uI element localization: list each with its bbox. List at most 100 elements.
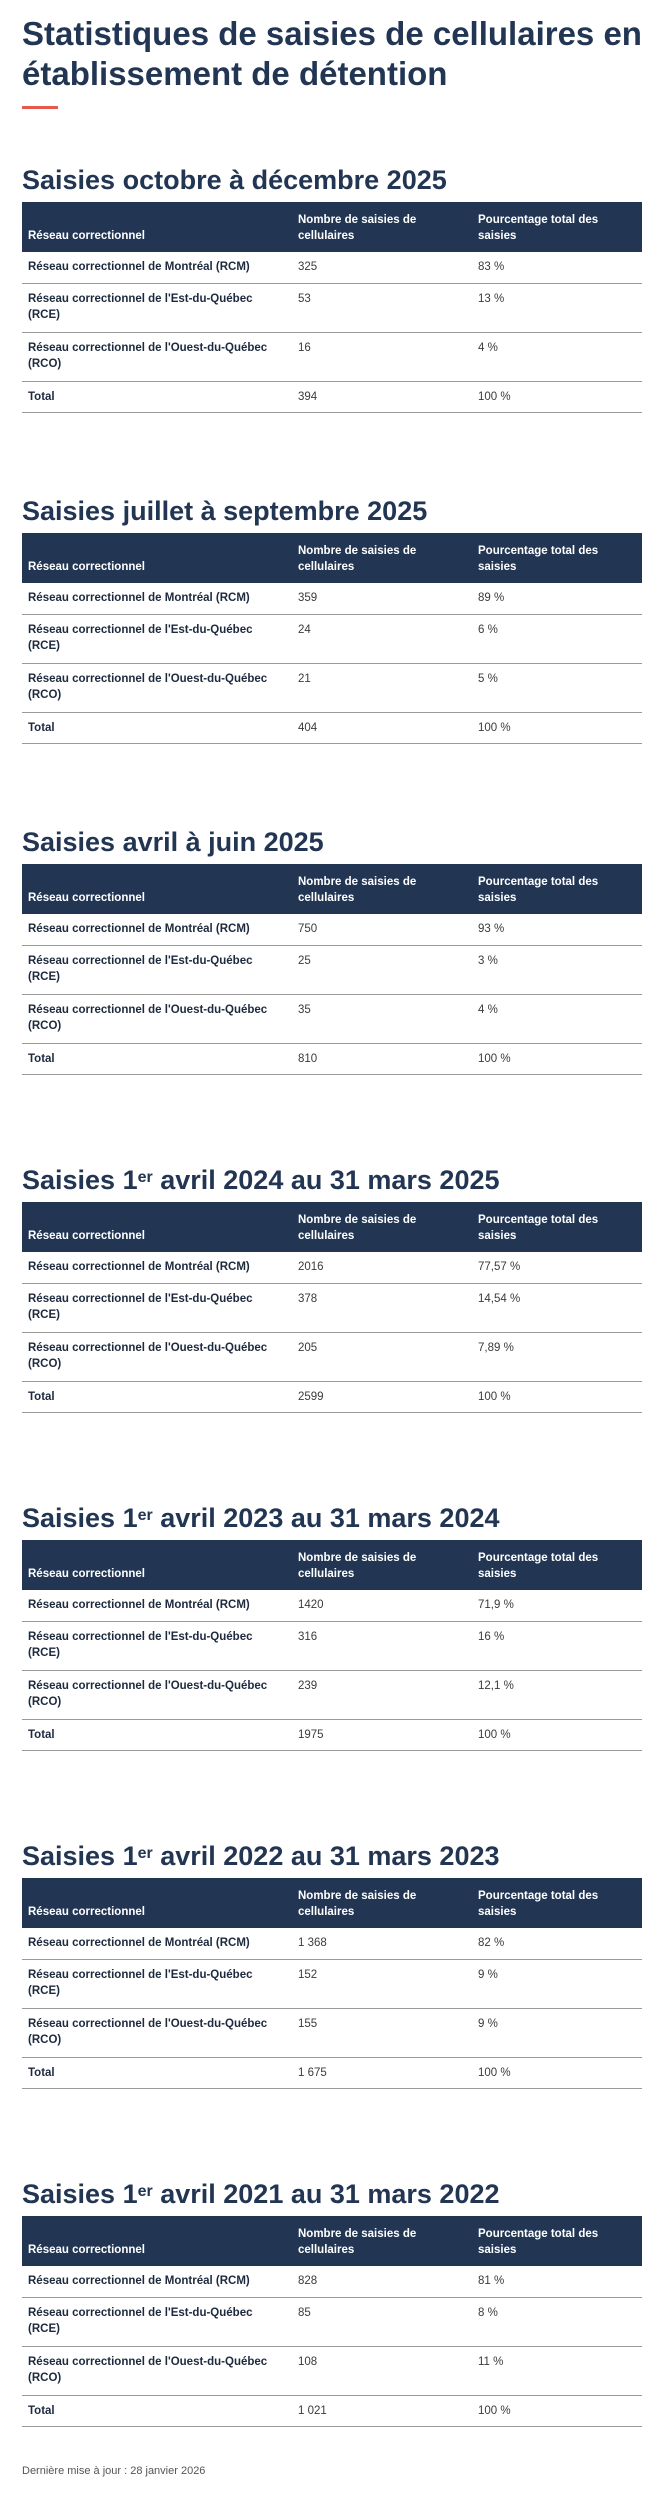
cell-pourcentage: 83 %: [472, 252, 642, 284]
cell-pourcentage: 100 %: [472, 712, 642, 744]
section-title-end: avril 2023 au 31 mars 2024: [152, 1503, 500, 1533]
cell-nombre: 810: [292, 1043, 472, 1075]
cell-nombre: 1420: [292, 1590, 472, 1622]
header-nombre: Nombre de saisies de cellulaires: [292, 1878, 472, 1928]
cell-reseau: Total: [22, 1381, 292, 1413]
cell-nombre: 205: [292, 1332, 472, 1382]
cell-nombre: 359: [292, 583, 472, 615]
cell-nombre: 85: [292, 2297, 472, 2347]
section-title: Saisies juillet à septembre 2025: [22, 491, 642, 533]
cell-nombre: 2016: [292, 1252, 472, 1284]
cell-pourcentage: 93 %: [472, 914, 642, 946]
stats-section: Saisies octobre à décembre 2025 Réseau co…: [22, 160, 642, 413]
cell-pourcentage: 100 %: [472, 1719, 642, 1751]
cell-pourcentage: 3 %: [472, 945, 642, 995]
cell-reseau: Total: [22, 1043, 292, 1075]
cell-pourcentage: 100 %: [472, 381, 642, 413]
cell-reseau: Réseau correctionnel de l'Est-du-Québec …: [22, 1959, 292, 2009]
cell-reseau: Réseau correctionnel de l'Ouest-du-Québe…: [22, 663, 292, 713]
section-title: Saisies octobre à décembre 2025: [22, 160, 642, 202]
cell-nombre: 325: [292, 252, 472, 284]
header-pourcentage: Pourcentage total des saisies: [472, 202, 642, 252]
table-row: Total 404 100 %: [22, 712, 642, 744]
table-header-row: Réseau correctionnel Nombre de saisies de…: [22, 1202, 642, 1252]
cell-nombre: 1 368: [292, 1928, 472, 1960]
header-nombre: Nombre de saisies de cellulaires: [292, 533, 472, 583]
header-pourcentage: Pourcentage total des saisies: [472, 864, 642, 914]
cell-nombre: 35: [292, 994, 472, 1044]
cell-pourcentage: 5 %: [472, 663, 642, 713]
header-reseau: Réseau correctionnel: [22, 533, 292, 583]
cell-nombre: 21: [292, 663, 472, 713]
stats-section: Saisies 1er avril 2024 au 31 mars 2025 Ré…: [22, 1160, 642, 1413]
table-row: Réseau correctionnel de l'Est-du-Québec …: [22, 1959, 642, 2009]
stats-table: Réseau correctionnel Nombre de saisies de…: [22, 202, 642, 413]
table-row: Total 1 675 100 %: [22, 2057, 642, 2089]
section-title-start: Saisies juillet à septembre 2025: [22, 496, 428, 526]
cell-reseau: Réseau correctionnel de l'Ouest-du-Québe…: [22, 332, 292, 382]
cell-pourcentage: 8 %: [472, 2297, 642, 2347]
header-reseau: Réseau correctionnel: [22, 2216, 292, 2266]
section-title-sup: er: [137, 1845, 153, 1862]
cell-reseau: Total: [22, 381, 292, 413]
table-row: Total 1975 100 %: [22, 1719, 642, 1751]
cell-reseau: Total: [22, 2395, 292, 2427]
table-row: Réseau correctionnel de l'Ouest-du-Québe…: [22, 2346, 642, 2396]
table-header-row: Réseau correctionnel Nombre de saisies de…: [22, 533, 642, 583]
header-reseau: Réseau correctionnel: [22, 202, 292, 252]
cell-pourcentage: 82 %: [472, 1928, 642, 1960]
cell-pourcentage: 4 %: [472, 332, 642, 382]
cell-pourcentage: 100 %: [472, 2057, 642, 2089]
cell-reseau: Réseau correctionnel de Montréal (RCM): [22, 1252, 292, 1284]
cell-reseau: Réseau correctionnel de Montréal (RCM): [22, 1928, 292, 1960]
cell-pourcentage: 13 %: [472, 283, 642, 333]
cell-pourcentage: 9 %: [472, 1959, 642, 2009]
cell-reseau: Réseau correctionnel de l'Ouest-du-Québe…: [22, 2008, 292, 2058]
cell-reseau: Réseau correctionnel de l'Ouest-du-Québe…: [22, 994, 292, 1044]
section-title: Saisies 1er avril 2024 au 31 mars 2025: [22, 1160, 642, 1202]
cell-reseau: Réseau correctionnel de l'Est-du-Québec …: [22, 2297, 292, 2347]
section-title-start: Saisies 1: [22, 1841, 138, 1871]
cell-pourcentage: 11 %: [472, 2346, 642, 2396]
table-row: Réseau correctionnel de l'Est-du-Québec …: [22, 1283, 642, 1333]
table-row: Réseau correctionnel de l'Est-du-Québec …: [22, 1621, 642, 1671]
cell-reseau: Total: [22, 2057, 292, 2089]
table-header-row: Réseau correctionnel Nombre de saisies de…: [22, 864, 642, 914]
cell-nombre: 16: [292, 332, 472, 382]
table-row: Réseau correctionnel de l'Est-du-Québec …: [22, 2297, 642, 2347]
page-title: Statistiques de saisies de cellulaires e…: [22, 15, 642, 92]
cell-pourcentage: 14,54 %: [472, 1283, 642, 1333]
section-title-start: Saisies 1: [22, 1165, 138, 1195]
last-updated: Dernière mise à jour : 28 janvier 2026: [22, 2465, 206, 2477]
table-row: Réseau correctionnel de Montréal (RCM) 35…: [22, 583, 642, 615]
header-nombre: Nombre de saisies de cellulaires: [292, 1540, 472, 1590]
header-nombre: Nombre de saisies de cellulaires: [292, 2216, 472, 2266]
cell-reseau: Réseau correctionnel de Montréal (RCM): [22, 252, 292, 284]
cell-nombre: 108: [292, 2346, 472, 2396]
cell-nombre: 2599: [292, 1381, 472, 1413]
section-title-end: avril 2022 au 31 mars 2023: [152, 1841, 500, 1871]
header-pourcentage: Pourcentage total des saisies: [472, 533, 642, 583]
cell-pourcentage: 6 %: [472, 614, 642, 664]
section-title-sup: er: [137, 1507, 153, 1524]
table-row: Réseau correctionnel de l'Ouest-du-Québe…: [22, 332, 642, 382]
section-title: Saisies 1er avril 2022 au 31 mars 2023: [22, 1836, 642, 1878]
table-row: Réseau correctionnel de l'Ouest-du-Québe…: [22, 663, 642, 713]
table-row: Total 394 100 %: [22, 381, 642, 413]
cell-pourcentage: 100 %: [472, 2395, 642, 2427]
table-header-row: Réseau correctionnel Nombre de saisies de…: [22, 202, 642, 252]
cell-nombre: 750: [292, 914, 472, 946]
cell-reseau: Réseau correctionnel de l'Est-du-Québec …: [22, 283, 292, 333]
cell-reseau: Réseau correctionnel de l'Est-du-Québec …: [22, 945, 292, 995]
table-row: Réseau correctionnel de l'Ouest-du-Québe…: [22, 1670, 642, 1720]
cell-reseau: Réseau correctionnel de Montréal (RCM): [22, 2266, 292, 2298]
header-reseau: Réseau correctionnel: [22, 1878, 292, 1928]
stats-table: Réseau correctionnel Nombre de saisies de…: [22, 1540, 642, 1751]
cell-pourcentage: 12,1 %: [472, 1670, 642, 1720]
stats-section: Saisies avril à juin 2025 Réseau correcti…: [22, 822, 642, 1075]
table-row: Réseau correctionnel de l'Est-du-Québec …: [22, 945, 642, 995]
section-title-sup: er: [137, 2183, 153, 2200]
cell-reseau: Réseau correctionnel de l'Ouest-du-Québe…: [22, 1332, 292, 1382]
cell-reseau: Réseau correctionnel de l'Est-du-Québec …: [22, 1283, 292, 1333]
